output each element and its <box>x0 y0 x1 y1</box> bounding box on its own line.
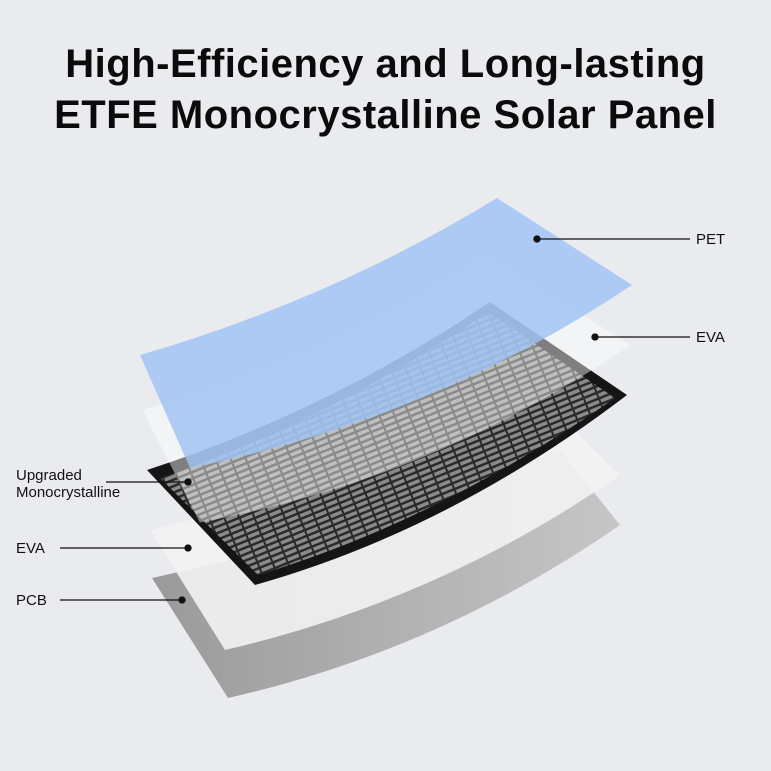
label-monocrystalline: Upgraded Monocrystalline <box>16 467 121 501</box>
label-pcb: PCB <box>16 592 47 609</box>
title-line-2: ETFE Monocrystalline Solar Panel <box>54 93 717 137</box>
title-line-1: High-Efficiency and Long-lasting <box>65 42 706 86</box>
label-pet: PET <box>696 231 726 248</box>
label-eva-upper: EVA <box>696 329 725 346</box>
layer-pet <box>140 198 632 468</box>
label-eva-lower: EVA <box>16 540 45 557</box>
